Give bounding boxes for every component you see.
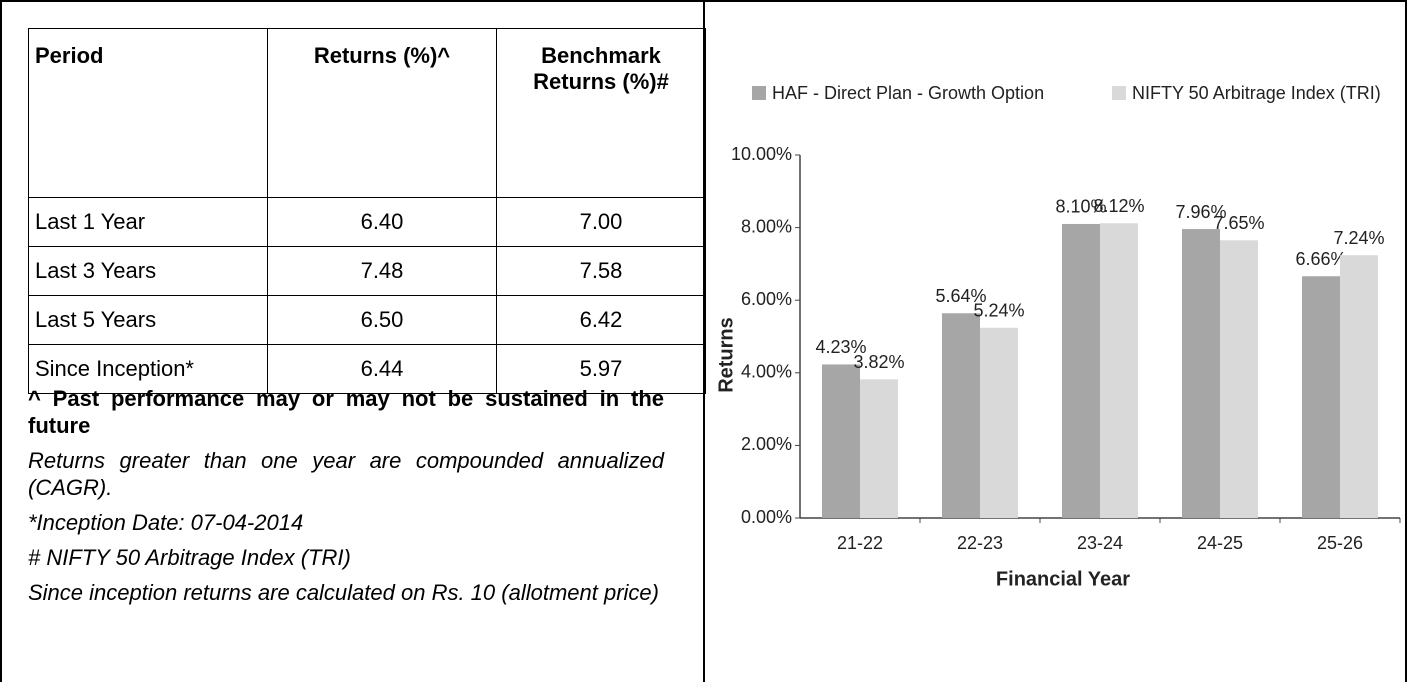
table-cell: 6.40 <box>267 197 497 247</box>
notes: ^ Past performance may or may not be sus… <box>28 385 664 614</box>
bar <box>1340 255 1378 519</box>
table-cell: Since Inception* <box>28 344 268 394</box>
y-tick-label: 8.00% <box>741 216 792 236</box>
returns-table: Period Returns (%)^ Benchmark Returns (%… <box>28 28 706 394</box>
bar <box>822 364 860 518</box>
table-cell: 6.42 <box>496 295 706 345</box>
note: # NIFTY 50 Arbitrage Index (TRI) <box>28 545 351 570</box>
bar <box>942 313 980 518</box>
y-tick-label: 2.00% <box>741 434 792 454</box>
table-cell: Last 1 Year <box>28 197 268 247</box>
table-cell: 7.58 <box>496 246 706 296</box>
value-label: 3.82% <box>853 352 904 372</box>
x-axis-label: Financial Year <box>996 568 1130 590</box>
y-tick-label: 6.00% <box>741 289 792 309</box>
bar <box>980 327 1018 518</box>
bar <box>1302 276 1340 518</box>
bar <box>1220 240 1258 518</box>
header-cell: Period <box>28 28 268 198</box>
table-cell: 6.44 <box>267 344 497 394</box>
table-row: Last 5 Years 6.50 6.42 <box>28 295 706 345</box>
value-label: 7.24% <box>1333 228 1384 248</box>
table-row: Last 3 Years 7.48 7.58 <box>28 246 706 296</box>
table-cell: 7.48 <box>267 246 497 296</box>
table-cell: Last 3 Years <box>28 246 268 296</box>
note: Since inception returns are calculated o… <box>28 580 659 605</box>
table-cell: 6.50 <box>267 295 497 345</box>
value-label: 8.10% <box>1055 197 1106 217</box>
value-label: 7.65% <box>1213 213 1264 233</box>
value-label: 8.12% <box>1093 196 1144 216</box>
table-body: Last 1 Year 6.40 7.00 Last 3 Years 7.48 7.58 L… <box>28 197 706 394</box>
value-label: 5.24% <box>973 301 1024 321</box>
bar <box>1182 229 1220 518</box>
legend-swatch <box>752 86 766 100</box>
x-tick-label: 22-23 <box>957 533 1003 553</box>
x-tick-label: 23-24 <box>1077 533 1123 553</box>
y-tick-label: 4.00% <box>741 362 792 382</box>
value-label: 7.96% <box>1175 202 1226 222</box>
x-tick-label: 25-26 <box>1317 533 1363 553</box>
legend-label: NIFTY 50 Arbitrage Index (TRI) <box>1132 83 1381 103</box>
table-row: Since Inception* 6.44 5.97 <box>28 344 706 394</box>
value-label: 4.23% <box>815 337 866 357</box>
x-tick-label: 24-25 <box>1197 533 1243 553</box>
legend-label: HAF - Direct Plan - Growth Option <box>772 83 1044 103</box>
note-bold: ^ Past performance may or may not be sus… <box>28 386 664 438</box>
note: *Inception Date: 07-04-2014 <box>28 510 304 535</box>
y-tick-label: 0.00% <box>741 507 792 527</box>
table-cell: Last 5 Years <box>28 295 268 345</box>
bar <box>1062 223 1100 518</box>
header-row: Period Returns (%)^ Benchmark Returns (%… <box>28 28 706 198</box>
note: Returns greater than one year are compou… <box>28 448 664 500</box>
y-axis-label: Returns <box>715 317 737 393</box>
value-label: 6.66% <box>1295 249 1346 269</box>
bar <box>1100 223 1138 518</box>
bar <box>860 379 898 518</box>
x-tick-label: 21-22 <box>837 533 883 553</box>
legend-swatch <box>1112 86 1126 100</box>
table-cell: 7.00 <box>496 197 706 247</box>
value-label: 5.64% <box>935 286 986 306</box>
header-cell: Benchmark Returns (%)# <box>496 28 706 198</box>
y-tick-label: 10.00% <box>731 144 792 164</box>
table-row: Last 1 Year 6.40 7.00 <box>28 197 706 247</box>
header-cell: Returns (%)^ <box>267 28 497 198</box>
table-cell: 5.97 <box>496 344 706 394</box>
